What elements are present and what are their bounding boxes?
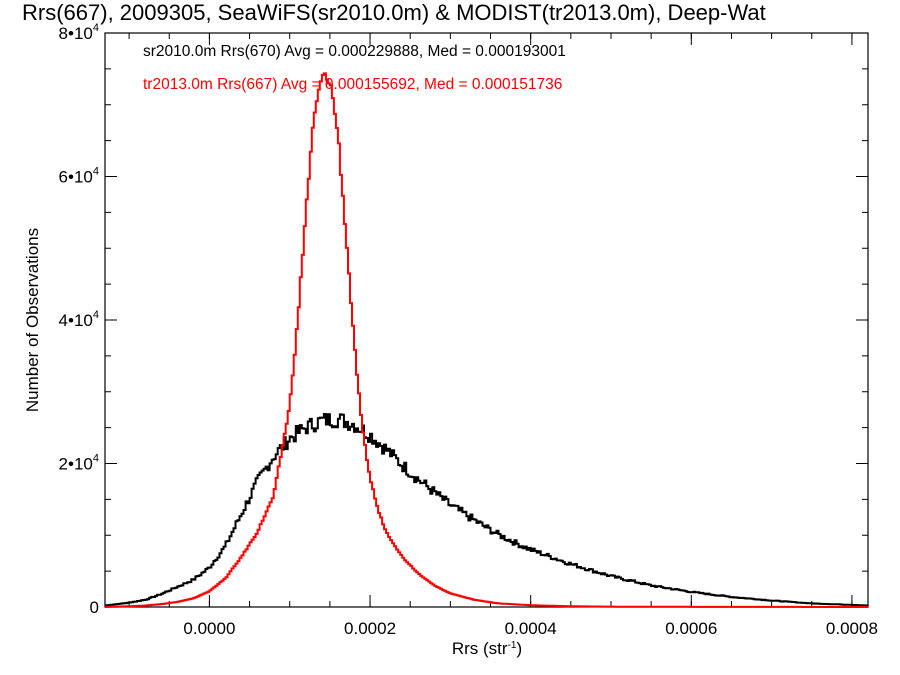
- x-tick-label: 0.0004: [505, 619, 557, 638]
- chart-title: Rrs(667), 2009305, SeaWiFS(sr2010.0m) & …: [22, 0, 766, 25]
- y-axis-label: Number of Observations: [23, 227, 42, 413]
- x-tick-label: 0.0002: [344, 619, 396, 638]
- x-axis-label-text: Rrs (str: [451, 639, 508, 658]
- y-tick-label: 2•104: [59, 453, 99, 474]
- annotation-sr2010: sr2010.0m Rrs(670) Avg = 0.000229888, Me…: [143, 43, 566, 60]
- x-tick-label: 0.0008: [826, 619, 878, 638]
- y-tick-label: 0: [90, 598, 99, 617]
- y-tick-label: 8•104: [59, 22, 99, 43]
- plot-frame: [104, 32, 869, 608]
- x-tick-label: 0.0006: [665, 619, 717, 638]
- series-line-0: [105, 413, 868, 607]
- x-axis-label-close: ): [516, 639, 523, 658]
- axes: 0.0000 0.0002 0.0004 0.0006 0.0008 0 2•104 4•10…: [59, 22, 878, 638]
- annotation-tr2013: tr2013.0m Rrs(667) Avg = 0.000155692, Me…: [143, 76, 563, 93]
- y-tick-label: 6•104: [59, 166, 99, 187]
- y-tick-label: 4•104: [59, 309, 99, 330]
- x-axis-label-exponent: -1: [507, 640, 517, 651]
- series-layer: [105, 72, 868, 608]
- series-line-1: [105, 72, 868, 608]
- x-tick-label: 0.0000: [183, 619, 235, 638]
- x-axis-label: Rrs (str-1): [452, 639, 522, 659]
